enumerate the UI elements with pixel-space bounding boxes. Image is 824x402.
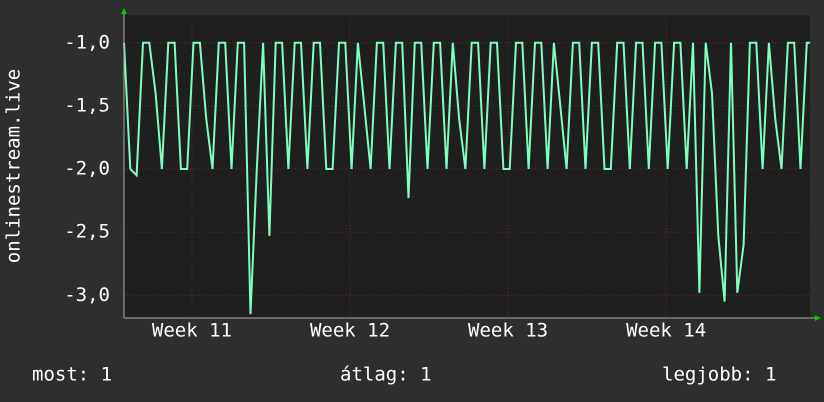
footer-stat: legjobb: 1 (662, 364, 776, 386)
x-tick-label: Week 11 (152, 320, 232, 342)
y-tick-label: -2,5 (64, 221, 110, 243)
axis-arrow (815, 315, 821, 321)
x-tick-label: Week 14 (626, 320, 706, 342)
y-tick-label: -1,0 (64, 31, 110, 53)
footer-stat: most: 1 (32, 364, 112, 386)
x-tick-label: Week 13 (468, 320, 548, 342)
x-tick-label: Week 12 (310, 320, 390, 342)
axis-arrow (121, 8, 127, 14)
y-tick-label: -2,0 (64, 158, 110, 180)
plot (123, 41, 810, 315)
data-line (123, 41, 810, 315)
y-axis-label: onlinestream.live (3, 69, 25, 263)
footer-stat: átlag: 1 (340, 364, 432, 386)
y-tick-label: -1,5 (64, 94, 110, 116)
y-tick-label: -3,0 (64, 284, 110, 306)
